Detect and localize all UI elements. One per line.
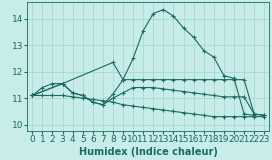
X-axis label: Humidex (Indice chaleur): Humidex (Indice chaleur) [79,147,218,157]
